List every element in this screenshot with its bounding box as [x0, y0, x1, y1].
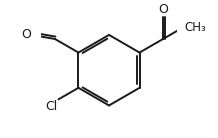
- Text: CH₃: CH₃: [184, 21, 206, 34]
- Text: Cl: Cl: [45, 100, 57, 113]
- Text: O: O: [21, 28, 31, 41]
- Text: O: O: [158, 3, 168, 16]
